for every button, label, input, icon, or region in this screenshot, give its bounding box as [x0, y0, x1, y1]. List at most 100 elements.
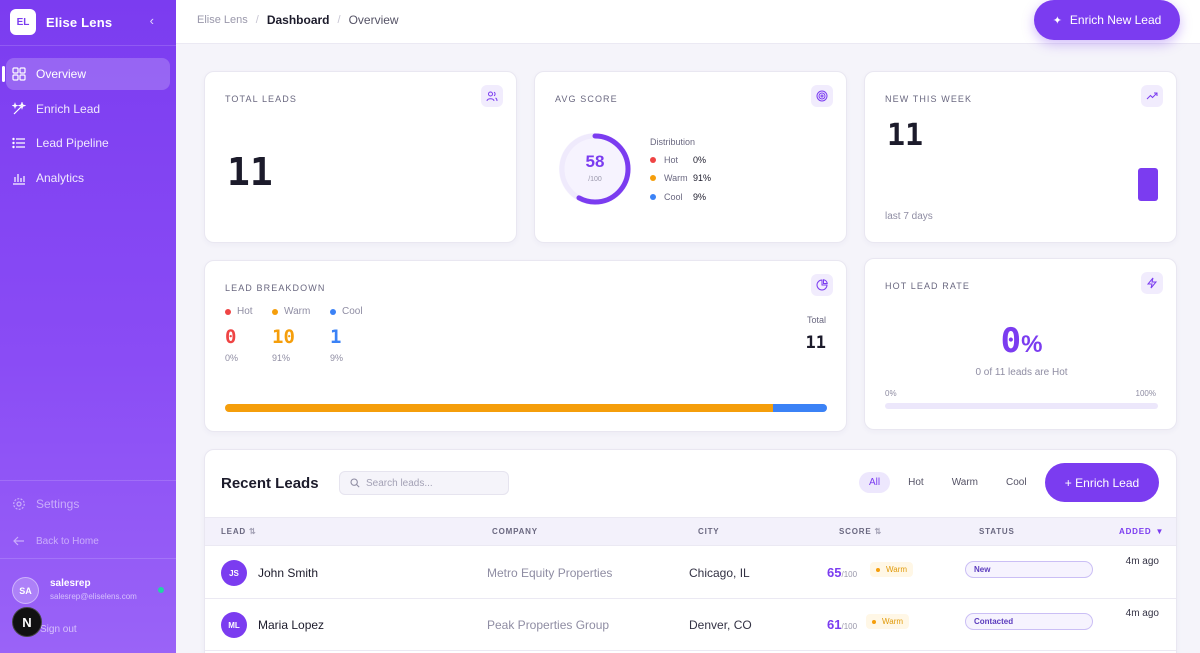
- distribution-row-hot: Hot 0%: [650, 154, 706, 166]
- sidebar-item-enrich-lead[interactable]: Enrich Lead: [6, 93, 170, 125]
- sidebar-item-overview[interactable]: Overview: [2, 58, 170, 90]
- total-value: 11: [805, 333, 826, 353]
- lead-score: 65/100: [827, 564, 857, 582]
- new-this-week-value: 11: [887, 118, 924, 153]
- recent-leads-card: Recent Leads All Hot Warm Cool + Enrich …: [204, 449, 1177, 653]
- warm-pct: 91%: [272, 353, 291, 363]
- filter-chips: All Hot Warm Cool: [859, 472, 1045, 493]
- card-title: LEAD BREAKDOWN: [225, 283, 326, 293]
- distribution-label: Warm: [664, 173, 688, 183]
- score-arc: [559, 133, 631, 205]
- button-label: Enrich New Lead: [1069, 13, 1162, 27]
- sparkles-icon: [12, 101, 26, 114]
- breadcrumb-current: Overview: [348, 13, 399, 27]
- cool-dot: [650, 194, 656, 200]
- score-max: /100: [841, 570, 858, 579]
- temperature-badge: Warm: [866, 614, 910, 629]
- avg-score-max: /100: [588, 176, 602, 183]
- status-select[interactable]: Contacted: [965, 613, 1093, 630]
- pie-chart-icon: [811, 274, 833, 296]
- sort-icon: ⇅: [248, 527, 257, 536]
- column-label: LEAD: [221, 527, 246, 536]
- hot-dot: [225, 308, 231, 315]
- lead-city: Denver, CO: [689, 618, 752, 632]
- arrow-left-icon: [13, 536, 24, 546]
- brand: EL Elise Lens ‹: [10, 9, 166, 35]
- hot-pct: 0%: [225, 353, 239, 363]
- sidebar-item-lead-pipeline[interactable]: Lead Pipeline: [6, 127, 170, 159]
- total-label: Total: [806, 315, 826, 325]
- lead-name[interactable]: Maria Lopez: [258, 618, 325, 632]
- card-title: AVG SCORE: [555, 94, 618, 104]
- hot-dot: [650, 157, 656, 163]
- sign-out-link[interactable]: Sign out: [40, 624, 77, 635]
- bar-chart-icon: [13, 173, 25, 185]
- column-score[interactable]: SCORE ⇅: [839, 527, 882, 536]
- dev-badge[interactable]: N: [12, 607, 42, 637]
- status-select[interactable]: New: [965, 561, 1093, 578]
- back-to-home-link[interactable]: Back to Home: [0, 525, 176, 557]
- enrich-lead-button[interactable]: + Enrich Lead: [1045, 463, 1159, 502]
- divider: [0, 45, 176, 46]
- warm-dot: [876, 567, 880, 572]
- hot-rate-value: 0%: [865, 321, 1178, 361]
- warm-count: 10: [272, 326, 295, 348]
- filter-warm[interactable]: Warm: [951, 477, 978, 488]
- column-status: STATUS: [979, 527, 1015, 536]
- hot-lead-rate-card: HOT LEAD RATE 0% 0 of 11 leads are Hot 0…: [864, 258, 1177, 430]
- avg-score-card: AVG SCORE 58 /100 Distribution Hot 0% Wa…: [534, 71, 847, 243]
- warm-dot: [872, 619, 876, 624]
- temperature-label: Warm: [886, 565, 908, 574]
- sort-desc-icon: ▼: [1155, 527, 1165, 536]
- settings-label: Settings: [36, 497, 80, 511]
- sort-icon: ⇅: [874, 527, 882, 536]
- user-profile[interactable]: SA salesrep salesrep@eliselens.com: [12, 577, 168, 605]
- score-max: /100: [841, 622, 858, 631]
- column-added[interactable]: ADDED ▼: [1119, 527, 1164, 536]
- avg-score-value: 58: [585, 152, 605, 171]
- breadcrumb-item[interactable]: Elise Lens: [197, 14, 248, 26]
- sidebar-item-analytics[interactable]: Analytics: [6, 162, 170, 194]
- column-lead[interactable]: LEAD ⇅: [221, 527, 257, 536]
- distribution-title: Distribution: [650, 137, 696, 147]
- online-status-dot: [158, 587, 164, 593]
- settings-link[interactable]: Settings: [0, 488, 176, 520]
- search-input[interactable]: [366, 477, 506, 489]
- breadcrumb-separator: /: [337, 14, 341, 26]
- divider: [0, 558, 176, 559]
- distribution-label: Cool: [664, 192, 683, 202]
- back-to-home-label: Back to Home: [36, 535, 99, 547]
- enrich-new-lead-button[interactable]: ✦ Enrich New Lead: [1034, 0, 1180, 40]
- grid-icon: [12, 67, 26, 81]
- legend-cool: Cool: [330, 306, 363, 317]
- card-title: HOT LEAD RATE: [885, 281, 970, 291]
- warm-dot: [650, 175, 656, 181]
- table-header: LEAD ⇅ COMPANY CITY SCORE ⇅ STATUS ADDED ▼: [205, 517, 1176, 546]
- search-icon: [350, 478, 360, 488]
- column-city: CITY: [698, 527, 720, 536]
- legend-label: Cool: [342, 306, 363, 317]
- chevron-left-icon[interactable]: ‹: [149, 13, 154, 28]
- list-icon: [12, 137, 25, 149]
- rate-max-label: 100%: [1135, 389, 1156, 398]
- breadcrumb: Elise Lens / Dashboard / Overview: [197, 13, 399, 27]
- top-header: Elise Lens / Dashboard / Overview ✦ Enri…: [176, 0, 1200, 44]
- legend-warm: Warm: [272, 306, 310, 317]
- card-title: TOTAL LEADS: [225, 94, 297, 104]
- table-row[interactable]: ML Maria Lopez Peak Properties Group Den…: [205, 599, 1176, 651]
- table-row[interactable]: JS John Smith Metro Equity Properties Ch…: [205, 547, 1176, 599]
- breadcrumb-item[interactable]: Dashboard: [266, 13, 330, 27]
- hot-rate-sub: 0 of 11 leads are Hot: [975, 367, 1068, 378]
- hot-rate-number: 0: [1000, 321, 1022, 361]
- hot-count: 0: [225, 326, 237, 348]
- filter-hot[interactable]: Hot: [908, 477, 924, 488]
- distribution-pct: 9%: [693, 192, 707, 202]
- filter-all[interactable]: All: [859, 472, 891, 493]
- trending-up-icon: [1141, 85, 1163, 107]
- cool-segment: [772, 404, 827, 412]
- warm-segment: [225, 404, 773, 412]
- search-box: [339, 471, 509, 495]
- lead-name[interactable]: John Smith: [258, 566, 319, 580]
- distribution-label: Hot: [664, 155, 679, 165]
- filter-cool[interactable]: Cool: [1005, 477, 1027, 488]
